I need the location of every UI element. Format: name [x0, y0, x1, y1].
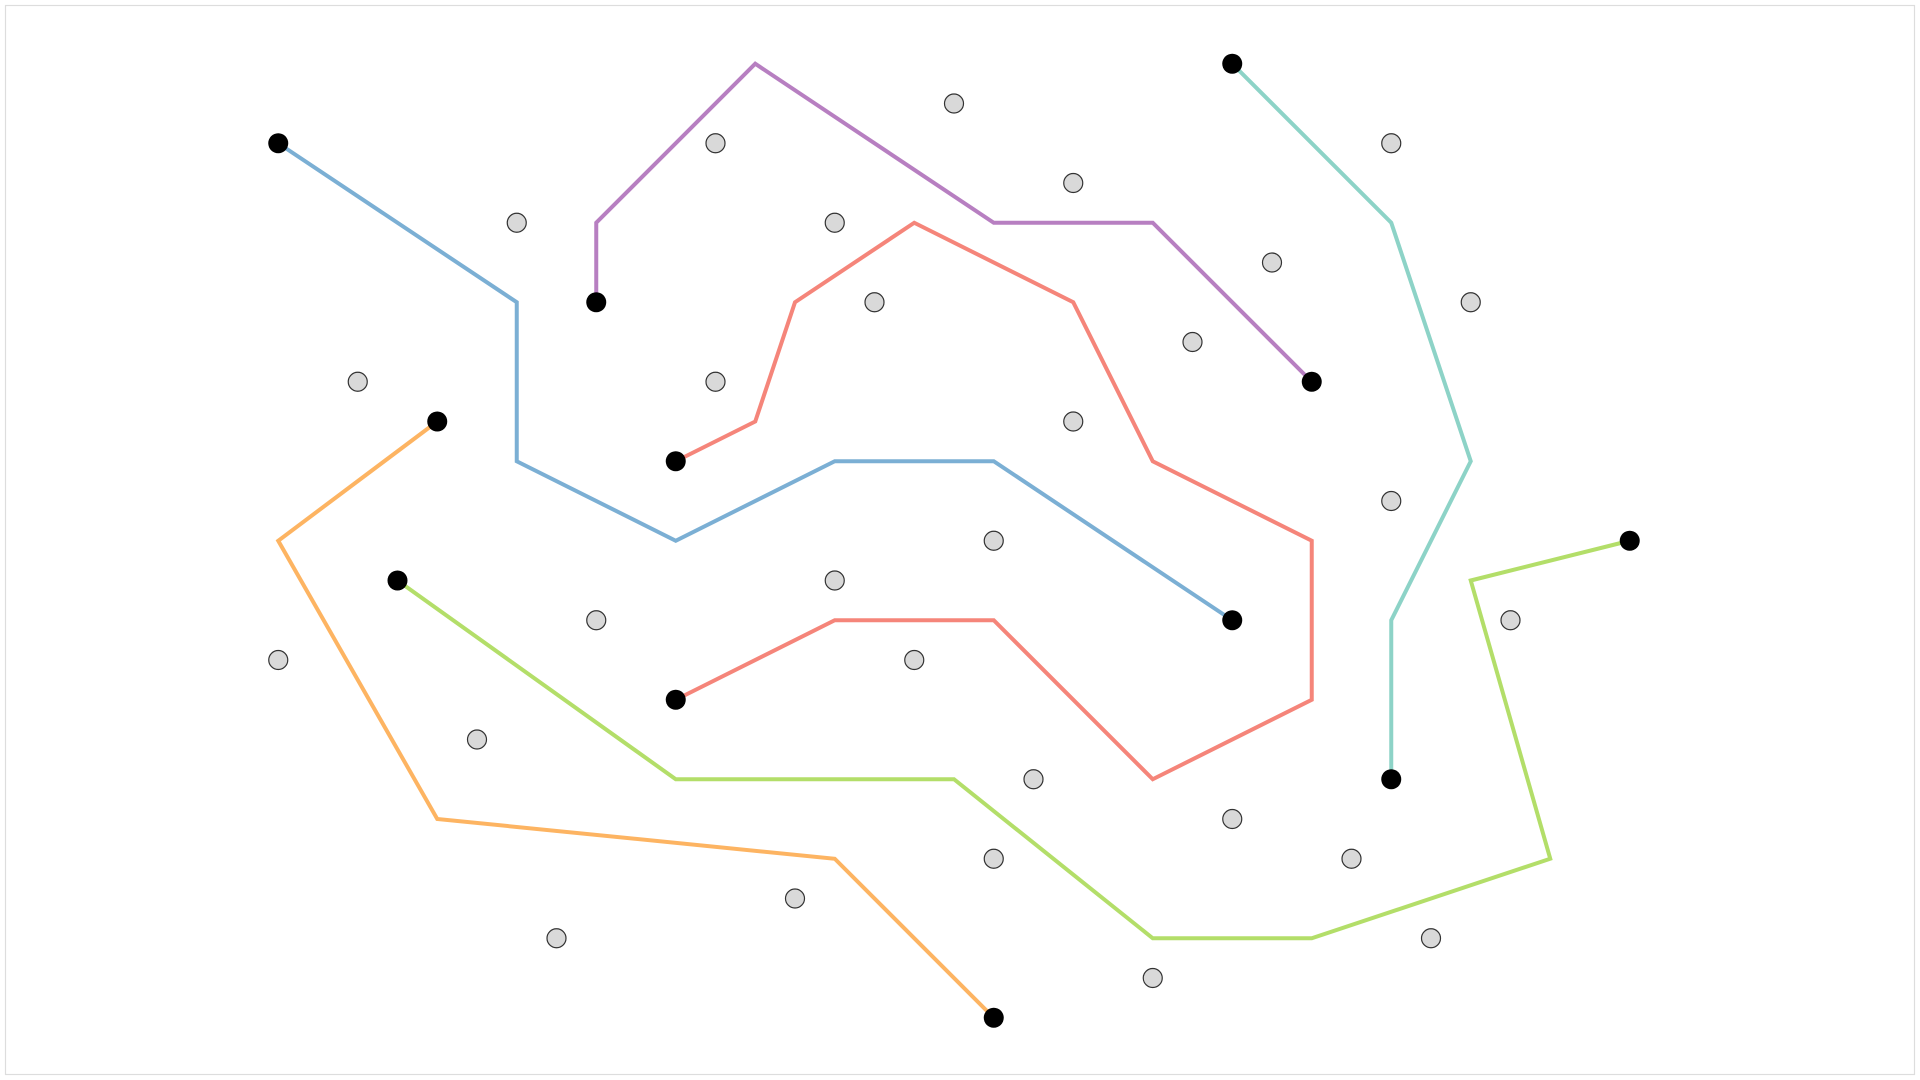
path-teal [1230, 62, 1473, 780]
grid-node [705, 133, 726, 154]
grid-node [1261, 252, 1283, 273]
grid-node [1500, 610, 1521, 631]
path-endpoint [983, 1007, 1004, 1028]
grid-node [784, 888, 806, 909]
path-orange [275, 419, 996, 1020]
path-endpoint [586, 292, 607, 313]
path-endpoint [665, 689, 686, 710]
path-endpoint [1301, 371, 1322, 392]
grid-node [347, 371, 368, 392]
path-endpoint [1222, 53, 1243, 74]
paths-layer [275, 61, 1631, 1020]
path-blue [277, 141, 1234, 622]
grid-node [1460, 292, 1481, 313]
grid-node [824, 212, 845, 233]
path-endpoint [1381, 769, 1402, 790]
grid-node [546, 928, 567, 949]
grid-node [1381, 490, 1402, 512]
grid-node [904, 649, 925, 671]
path-endpoint [1222, 610, 1243, 631]
grid-node [586, 610, 607, 631]
grid-node [1381, 133, 1402, 154]
grid-node [983, 848, 1004, 869]
grid-node [943, 93, 965, 114]
endpoints-layer [268, 53, 1640, 1028]
grid-node [864, 292, 885, 313]
grid-node [1142, 967, 1163, 989]
grid-node [1341, 848, 1362, 869]
grid-node [466, 729, 488, 750]
grid-node [506, 212, 527, 233]
grid-node [268, 649, 289, 671]
path-endpoint [1619, 530, 1640, 551]
path-purple [594, 61, 1314, 384]
diagram-frame [4, 4, 1916, 1076]
grid-node [1420, 928, 1442, 949]
nodes-layer [268, 93, 1521, 989]
path-endpoint [268, 133, 289, 154]
grid-node [705, 371, 726, 392]
grid-node [1063, 172, 1084, 194]
grid-node [1023, 769, 1044, 790]
grid-node [1222, 808, 1243, 830]
grid-node [824, 570, 845, 591]
path-green [396, 538, 1631, 941]
path-endpoint [427, 411, 448, 432]
path-red-upper [674, 220, 1314, 782]
grid-node [1182, 331, 1203, 353]
path-endpoint [387, 570, 408, 591]
path-endpoint [665, 451, 686, 472]
grid-node [983, 530, 1004, 551]
grid-node [1063, 411, 1084, 432]
